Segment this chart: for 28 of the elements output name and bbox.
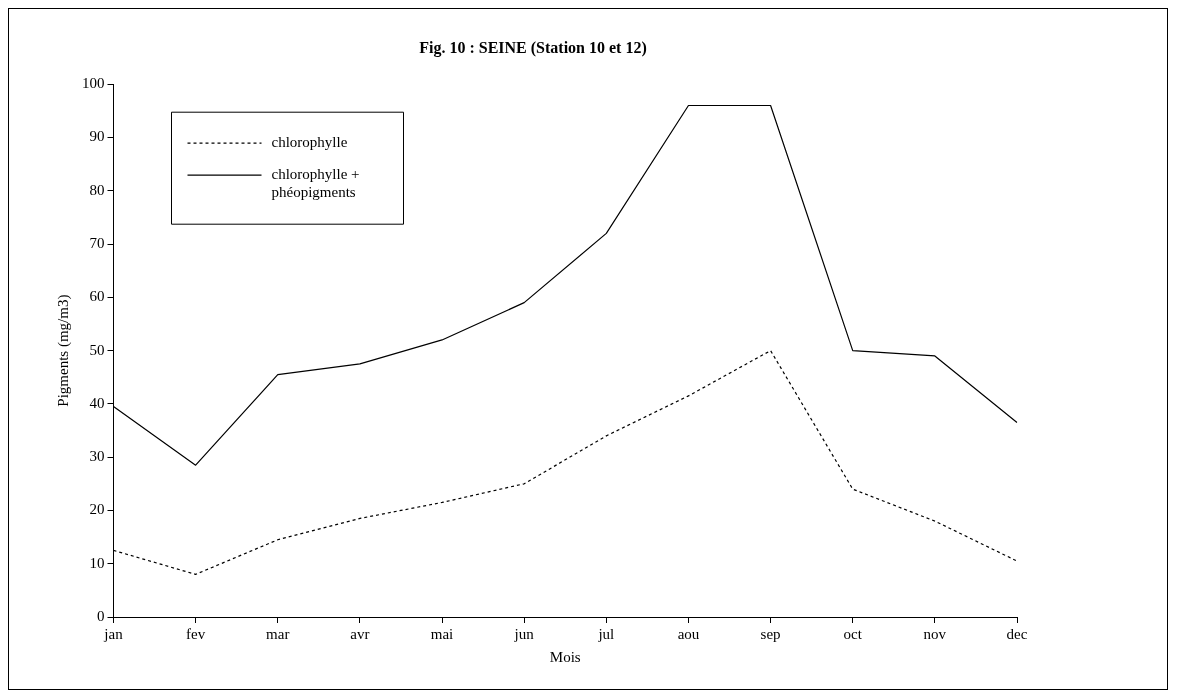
- legend-label: chlorophylle: [271, 134, 348, 151]
- x-tick-label: avr: [350, 625, 370, 642]
- y-tick-label: 10: [89, 554, 105, 571]
- x-tick-label: jan: [103, 625, 124, 642]
- x-tick-label: mar: [266, 625, 290, 642]
- x-tick-label: aou: [677, 625, 700, 642]
- legend-label: chlorophylle + phéopigments: [271, 166, 360, 201]
- y-tick-label: 20: [89, 501, 105, 518]
- x-tick-label: oct: [843, 625, 863, 642]
- y-tick-label: 50: [89, 341, 105, 358]
- y-tick-label: 30: [89, 448, 105, 465]
- y-tick-label: 0: [97, 607, 105, 624]
- x-tick-label: dec: [1006, 625, 1028, 642]
- line-series: [112, 350, 1018, 575]
- x-tick-label: mai: [430, 625, 454, 642]
- chart-title: Fig. 10 : SEINE (Station 10 et 12): [419, 38, 647, 57]
- y-tick-label: 70: [89, 234, 105, 251]
- x-tick-label: fev: [186, 625, 206, 642]
- y-tick-label: 100: [82, 75, 105, 92]
- y-tick-label: 60: [89, 288, 105, 305]
- y-tick-label: 40: [89, 394, 105, 411]
- y-tick-label: 80: [89, 181, 105, 198]
- x-tick-label: nov: [923, 625, 947, 642]
- x-tick-label: sep: [760, 625, 781, 642]
- x-tick-label: jul: [597, 625, 615, 642]
- y-tick-label: 90: [89, 128, 105, 145]
- y-axis-title: Pigments (mg/m3): [54, 294, 72, 407]
- x-tick-label: jun: [513, 625, 535, 642]
